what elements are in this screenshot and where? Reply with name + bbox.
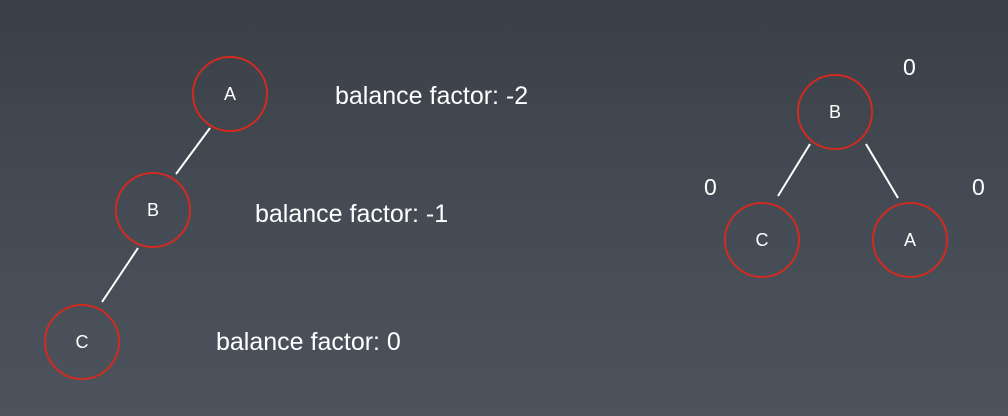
left-node-b-label: B	[146, 199, 159, 220]
edge-b-c-right	[777, 143, 811, 197]
right-node-b: B	[797, 74, 873, 150]
left-node-c: C	[44, 304, 120, 380]
left-node-a-label: A	[223, 83, 236, 104]
edge-a-b-left	[175, 127, 211, 175]
right-node-a-balance-factor: 0	[972, 174, 985, 200]
left-node-b-balance-label: balance factor: -1	[255, 200, 449, 228]
edge-b-a-right	[865, 143, 899, 199]
right-node-a-label: A	[903, 229, 916, 250]
left-node-b: B	[115, 172, 191, 248]
left-node-c-label: C	[75, 331, 89, 352]
right-node-c: C	[724, 202, 800, 278]
right-node-c-label: C	[755, 229, 769, 250]
right-node-c-balance-factor: 0	[704, 174, 717, 200]
right-node-a: A	[872, 202, 948, 278]
left-node-c-balance-label: balance factor: 0	[216, 328, 401, 356]
left-node-a: A	[192, 56, 268, 132]
edge-b-c-left	[101, 247, 139, 303]
right-node-b-balance-factor: 0	[903, 54, 916, 80]
right-node-b-label: B	[828, 101, 841, 122]
left-node-a-balance-label: balance factor: -2	[335, 82, 529, 110]
